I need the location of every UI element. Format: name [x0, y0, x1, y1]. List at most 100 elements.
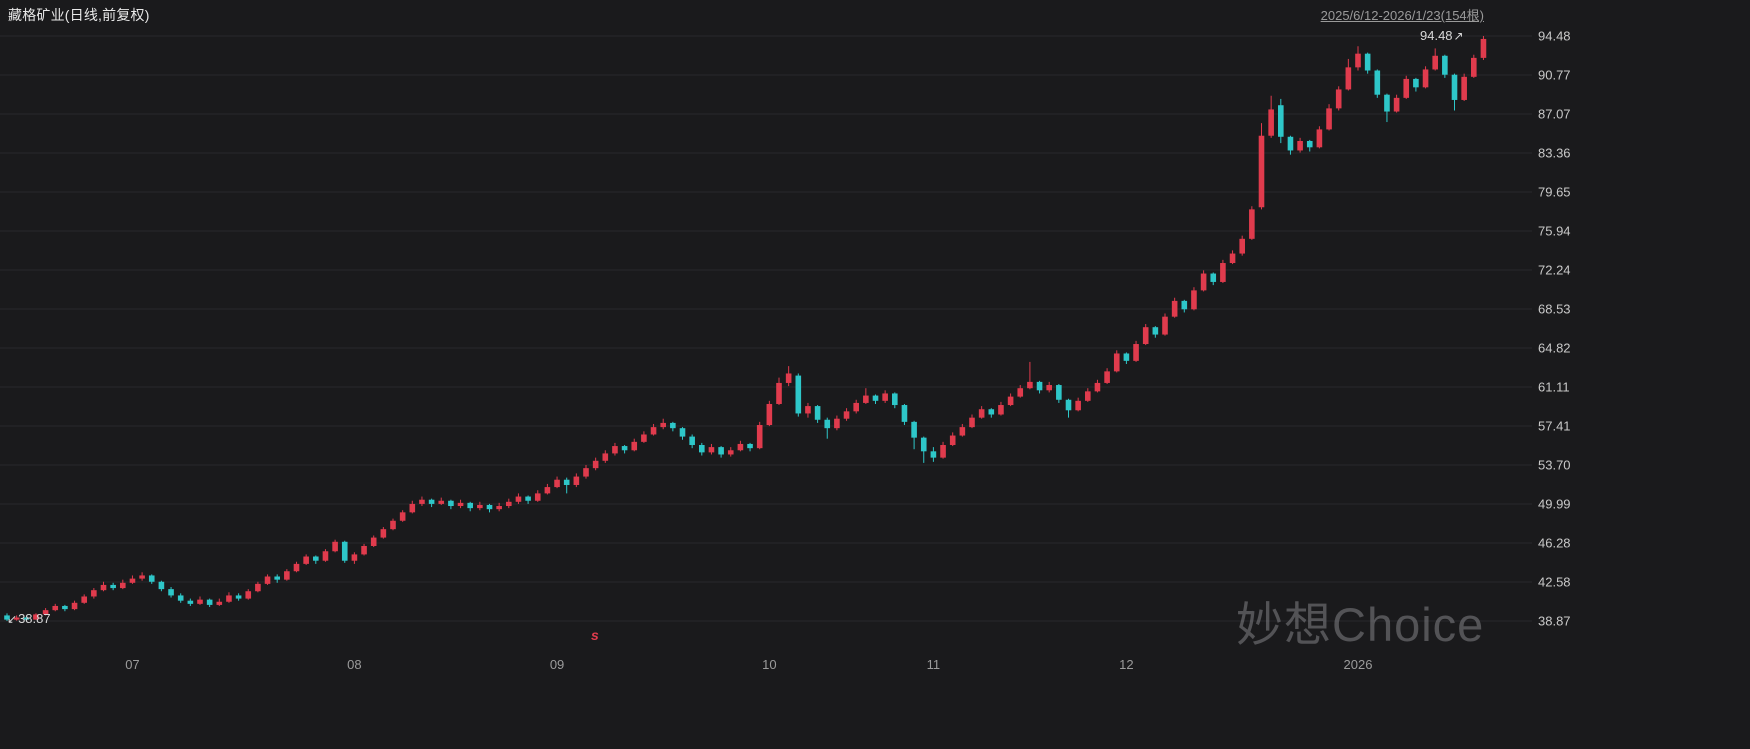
candle	[1046, 381, 1052, 393]
candle	[1239, 235, 1245, 256]
svg-text:79.65: 79.65	[1538, 185, 1571, 200]
svg-text:57.41: 57.41	[1538, 419, 1571, 434]
candle	[834, 415, 840, 431]
candle	[1220, 259, 1226, 284]
svg-text:83.36: 83.36	[1538, 146, 1571, 161]
candle	[380, 527, 387, 539]
svg-text:42.58: 42.58	[1538, 575, 1571, 590]
candle	[245, 589, 252, 600]
candle	[110, 582, 116, 591]
arrow-down-left-icon: ↙	[7, 612, 18, 626]
svg-text:75.94: 75.94	[1538, 224, 1571, 239]
candle	[998, 401, 1004, 416]
candle	[1268, 95, 1274, 138]
svg-text:68.53: 68.53	[1538, 302, 1571, 317]
candle	[23, 616, 30, 621]
svg-text:11: 11	[927, 657, 941, 672]
svg-text:64.82: 64.82	[1538, 341, 1571, 356]
candle	[313, 555, 319, 564]
arrow-up-right-icon: ↗	[1453, 29, 1464, 43]
candle	[506, 498, 512, 509]
y-axis-labels: 94.48 90.77 87.07 83.36 79.65 75.94 72.24 68.53…	[1538, 29, 1571, 629]
date-range-link[interactable]: 2025/6/12-2026/1/23(154根)	[1320, 8, 1484, 23]
candle	[1413, 77, 1419, 92]
candle	[399, 510, 406, 522]
candle	[1113, 350, 1120, 373]
candle	[1442, 54, 1448, 78]
candle	[1142, 324, 1149, 346]
svg-text:94.48: 94.48	[1538, 29, 1571, 44]
candle	[91, 588, 97, 599]
candle	[255, 581, 261, 593]
candle	[534, 490, 541, 502]
candle	[120, 579, 126, 590]
candle	[438, 497, 445, 505]
candle	[1326, 104, 1332, 131]
candle	[940, 441, 946, 459]
candle	[1017, 385, 1024, 398]
candle	[1364, 52, 1371, 74]
candle	[892, 392, 898, 409]
candle	[795, 373, 802, 417]
candle	[1422, 66, 1429, 89]
candle	[612, 442, 618, 456]
candle	[1036, 380, 1043, 394]
candle	[361, 543, 367, 556]
candle	[1123, 352, 1130, 365]
candle	[226, 592, 232, 603]
candle	[930, 447, 937, 462]
candle	[62, 604, 68, 612]
candle	[303, 554, 309, 565]
candle	[872, 394, 879, 404]
candle	[1480, 36, 1487, 60]
candle	[660, 418, 666, 430]
candle	[341, 540, 348, 563]
candle	[4, 613, 10, 621]
max-price-label: 94.48↗	[1420, 28, 1465, 43]
candle	[1104, 368, 1110, 384]
candle	[737, 440, 744, 452]
candle	[1432, 48, 1438, 71]
candle	[1085, 388, 1091, 402]
candle	[843, 408, 850, 421]
svg-text:09: 09	[550, 657, 564, 672]
candle	[978, 406, 985, 419]
candle	[911, 420, 917, 450]
svg-text:72.24: 72.24	[1538, 263, 1571, 278]
svg-text:49.99: 49.99	[1538, 497, 1571, 512]
candle	[708, 443, 715, 455]
svg-text:87.07: 87.07	[1538, 107, 1571, 122]
candle	[1461, 73, 1467, 102]
candle	[554, 476, 560, 489]
svg-text:2026: 2026	[1344, 657, 1373, 672]
candle	[515, 493, 522, 504]
candle	[177, 593, 184, 603]
candle	[1162, 313, 1168, 336]
candle	[1471, 54, 1477, 78]
candle	[853, 399, 859, 414]
candle	[477, 501, 483, 511]
candle	[776, 377, 782, 406]
candle	[824, 417, 831, 439]
candle	[699, 442, 705, 456]
candles-layer[interactable]	[4, 36, 1487, 621]
candle	[148, 574, 155, 584]
candle	[1075, 397, 1081, 412]
candle	[351, 552, 358, 564]
candle	[920, 436, 927, 463]
candle	[766, 400, 773, 427]
candle	[390, 518, 396, 531]
candle	[274, 574, 280, 583]
candle	[42, 608, 49, 616]
candle	[52, 603, 59, 612]
event-marker[interactable]: s	[591, 627, 599, 643]
candle	[959, 423, 966, 437]
candle	[1451, 73, 1458, 111]
svg-text:90.77: 90.77	[1538, 68, 1571, 83]
candle	[284, 569, 290, 581]
candle	[621, 445, 628, 454]
candle	[322, 549, 329, 562]
candle	[1007, 393, 1014, 407]
candle	[785, 366, 792, 387]
